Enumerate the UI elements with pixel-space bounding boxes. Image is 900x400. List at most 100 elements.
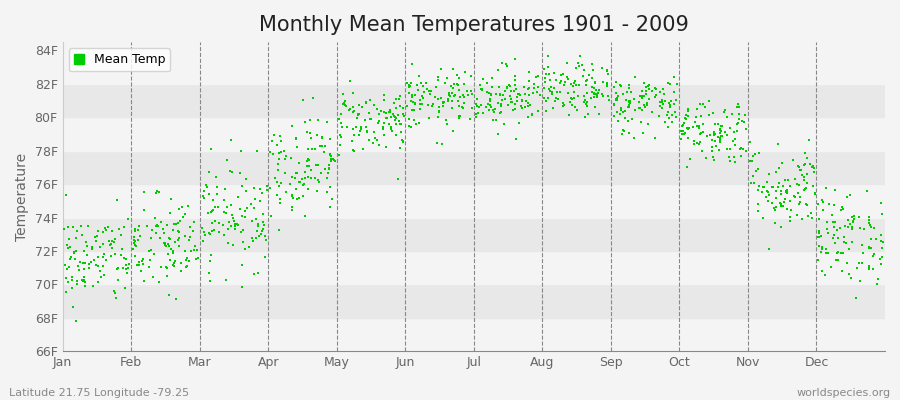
Point: [778, 196, 792, 202]
Point: [658, 119, 672, 125]
Point: [634, 93, 648, 100]
Point: [249, 148, 264, 154]
Point: [621, 98, 635, 104]
Point: [866, 253, 880, 260]
Point: [778, 188, 793, 195]
Point: [70, 228, 85, 235]
Point: [525, 112, 539, 118]
Point: [505, 99, 519, 105]
Point: [419, 86, 434, 92]
Point: [456, 100, 471, 106]
Point: [224, 136, 238, 143]
Point: [680, 116, 694, 122]
Point: [327, 156, 341, 163]
Point: [567, 89, 581, 95]
Point: [464, 105, 479, 111]
Point: [842, 246, 856, 252]
Point: [58, 192, 73, 198]
Point: [418, 80, 433, 86]
Point: [806, 168, 821, 175]
Point: [338, 101, 353, 108]
Point: [68, 256, 82, 262]
Point: [57, 226, 71, 232]
Point: [78, 260, 93, 266]
Point: [723, 146, 737, 152]
Point: [476, 109, 491, 116]
Point: [693, 131, 707, 138]
Point: [181, 203, 195, 209]
Point: [607, 102, 621, 108]
Point: [518, 91, 533, 98]
Point: [751, 187, 765, 193]
Point: [610, 93, 625, 99]
Point: [742, 158, 757, 164]
Point: [422, 88, 436, 94]
Point: [767, 205, 781, 211]
Point: [128, 242, 142, 248]
Point: [479, 104, 493, 111]
Point: [128, 238, 142, 244]
Point: [622, 85, 636, 92]
Point: [609, 95, 624, 102]
Point: [301, 146, 315, 152]
Point: [580, 90, 594, 96]
Point: [202, 230, 217, 237]
Point: [409, 121, 423, 127]
Point: [362, 110, 376, 116]
Point: [368, 135, 382, 142]
Point: [628, 107, 643, 113]
Point: [358, 124, 373, 130]
Point: [212, 220, 227, 226]
Point: [129, 226, 143, 232]
Point: [164, 246, 178, 252]
Point: [66, 224, 80, 230]
Point: [388, 117, 402, 124]
Point: [665, 118, 680, 125]
Point: [726, 129, 741, 135]
Point: [706, 154, 720, 160]
Point: [61, 264, 76, 270]
Point: [422, 91, 436, 97]
Point: [263, 149, 277, 156]
Point: [519, 98, 534, 104]
Point: [256, 226, 271, 232]
Point: [73, 259, 87, 266]
Point: [820, 226, 834, 232]
Point: [200, 183, 214, 190]
Point: [864, 245, 878, 252]
Point: [658, 98, 672, 104]
Point: [690, 106, 705, 112]
Point: [129, 243, 143, 250]
Point: [635, 92, 650, 99]
Point: [311, 117, 326, 123]
Point: [592, 87, 607, 94]
Point: [842, 223, 856, 230]
Point: [874, 261, 888, 268]
Bar: [62, 84, 885, 117]
Point: [692, 125, 706, 131]
Point: [771, 180, 786, 186]
Point: [774, 188, 788, 194]
Point: [746, 153, 760, 159]
Point: [346, 126, 361, 133]
Point: [613, 111, 627, 117]
Point: [760, 188, 774, 194]
Point: [677, 131, 691, 137]
Point: [616, 91, 630, 97]
Point: [226, 215, 240, 221]
Point: [509, 98, 524, 104]
Point: [819, 245, 833, 252]
Point: [121, 270, 135, 276]
Point: [366, 102, 381, 108]
Point: [205, 220, 220, 226]
Point: [768, 207, 782, 213]
Point: [774, 201, 788, 207]
Point: [681, 112, 696, 119]
Point: [799, 180, 814, 186]
Point: [163, 257, 177, 264]
Point: [203, 252, 218, 258]
Point: [172, 242, 186, 249]
Point: [812, 234, 826, 240]
Point: [104, 242, 118, 248]
Point: [315, 135, 329, 142]
